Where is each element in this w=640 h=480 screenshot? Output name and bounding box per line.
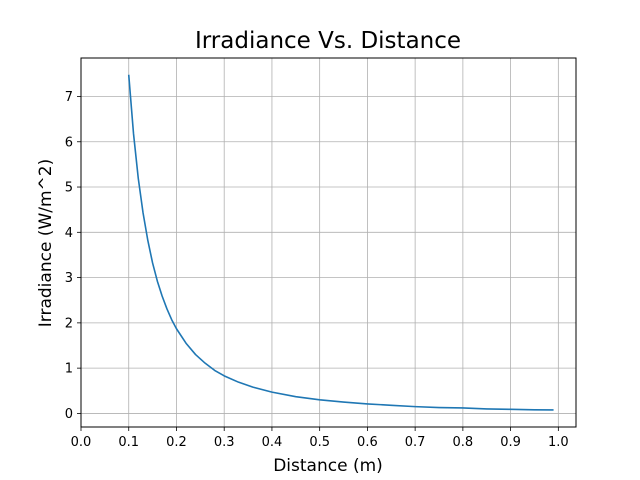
y-tick-label: 6	[65, 135, 73, 150]
y-tick-label: 3	[65, 271, 73, 286]
y-tick-label: 2	[65, 316, 73, 331]
y-tick-label: 0	[65, 407, 73, 422]
y-axis-label: Irradiance (W/m^2)	[36, 159, 56, 327]
x-tick-label: 0.1	[118, 435, 139, 450]
plot-area-frame	[80, 57, 577, 428]
grid-lines	[80, 58, 576, 427]
y-tick-label: 7	[65, 90, 73, 105]
x-axis-label: Distance (m)	[273, 456, 383, 476]
y-tick-label: 5	[65, 181, 73, 196]
x-tick-label: 1.0	[548, 435, 569, 450]
y-axis-ticks: 0 1 2 3 4 5 6 7	[65, 90, 81, 422]
x-tick-label: 0.9	[500, 435, 521, 450]
x-tick-label: 0.8	[453, 435, 474, 450]
x-tick-label: 0.4	[262, 435, 283, 450]
x-tick-label: 0.2	[166, 435, 187, 450]
x-tick-label: 0.7	[405, 435, 426, 450]
chart-title: Irradiance Vs. Distance	[195, 28, 461, 54]
x-tick-label: 0.5	[309, 435, 330, 450]
x-axis-ticks: 0.0 0.1 0.2 0.3 0.4 0.5 0.6 0.7 0.8 0.9 1.0	[71, 427, 569, 450]
x-tick-label: 0.0	[71, 435, 92, 450]
irradiance-series-line	[127, 74, 554, 411]
y-tick-label: 4	[65, 226, 73, 241]
x-tick-label: 0.3	[214, 435, 235, 450]
series-layer	[127, 74, 554, 411]
x-tick-label: 0.6	[357, 435, 378, 450]
y-tick-label: 1	[65, 362, 73, 377]
